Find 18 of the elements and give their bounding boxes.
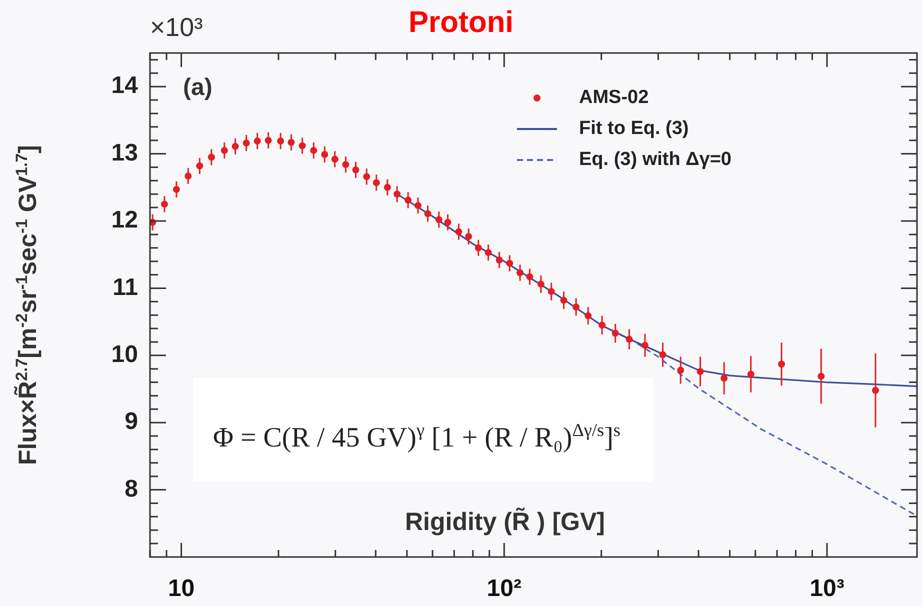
y-tick-label: 9 xyxy=(124,408,138,436)
x-tick-label: 10 xyxy=(168,575,195,602)
y-tick-label: 12 xyxy=(111,206,138,234)
x-tick-label: 10² xyxy=(486,575,522,602)
annotation: (a) xyxy=(183,74,212,102)
text: ×10³ xyxy=(150,12,203,43)
x-tick-label: 10³ xyxy=(810,575,844,602)
legend-label: Eq. (3) with Δγ=0 xyxy=(579,149,732,170)
y-tick-label: 13 xyxy=(111,139,138,166)
chart-title: Protoni xyxy=(408,6,514,39)
annotation: Φ = C(R / 45 GV)$^{γ}$ [1 + (R / R₀)$^{Δγ/s}$]$^{s}$ xyxy=(213,419,620,456)
y-tick-label: 10 xyxy=(111,341,138,368)
y-tick-label: 11 xyxy=(112,274,138,301)
legend-label: Fit to Eq. (3) xyxy=(579,118,689,140)
x-axis-title: Rigidity (R̃ ) [GV] xyxy=(405,508,605,537)
y-tick-label: 14 xyxy=(111,72,139,100)
legend-label: AMS-02 xyxy=(579,87,649,108)
y-tick-label: 8 xyxy=(124,475,138,502)
